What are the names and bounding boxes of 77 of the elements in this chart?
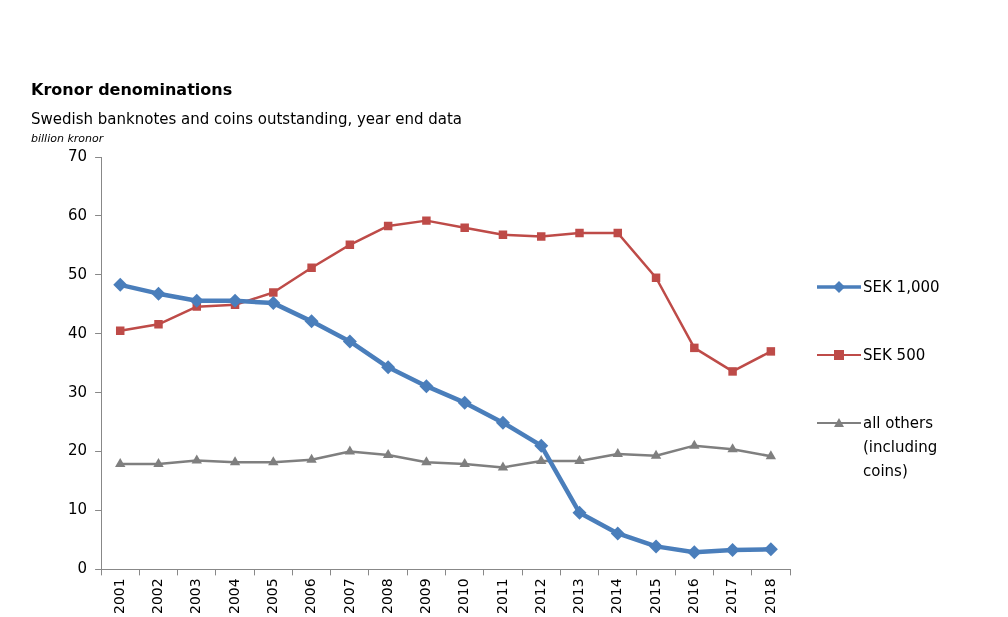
- point: [421, 456, 432, 466]
- y-axis-title: billion kronor: [31, 132, 104, 145]
- point: [572, 505, 587, 520]
- point: [306, 453, 317, 463]
- chart-title: Kronor denominations: [31, 80, 233, 99]
- point: [115, 457, 126, 467]
- point: [268, 456, 279, 466]
- point: [574, 454, 585, 464]
- point: [575, 228, 584, 238]
- y-tick-label: 40: [67, 323, 88, 342]
- x-tick-label: 2013: [570, 578, 587, 615]
- x-tick-label: 2015: [646, 578, 663, 615]
- x-tick-label: 2018: [761, 578, 778, 615]
- x-tick-label: 2004: [225, 578, 242, 615]
- point: [269, 288, 278, 297]
- x-tick-label: 2014: [608, 578, 625, 615]
- x-tick-label: 2012: [531, 578, 548, 615]
- point: [307, 263, 316, 272]
- point: [382, 449, 394, 459]
- point: [151, 286, 166, 301]
- x-tick-label: 2011: [493, 578, 510, 615]
- point: [766, 347, 776, 356]
- point: [342, 334, 357, 349]
- x-tick-label: 2017: [723, 578, 740, 615]
- point: [154, 320, 163, 329]
- point: [765, 450, 777, 460]
- point: [497, 461, 509, 471]
- x-tick-label: 2007: [340, 578, 357, 615]
- point: [689, 439, 700, 449]
- x-tick-label: 2002: [149, 578, 166, 615]
- x-tick-label: 2016: [684, 578, 701, 615]
- point: [536, 454, 547, 464]
- point: [419, 379, 434, 394]
- x-tick-label: 2008: [378, 578, 395, 615]
- point: [727, 443, 738, 453]
- point: [649, 539, 664, 554]
- point: [610, 526, 625, 541]
- point: [763, 542, 778, 557]
- point: [687, 545, 702, 560]
- point: [344, 445, 356, 455]
- y-tick-label: 20: [67, 441, 88, 460]
- x-tick-label: 2010: [455, 578, 472, 615]
- point: [495, 415, 510, 430]
- point: [153, 457, 164, 467]
- point: [459, 457, 470, 467]
- legend-label: SEK 500: [863, 345, 927, 366]
- point: [266, 296, 281, 311]
- y-tick-label: 60: [67, 205, 88, 224]
- point: [690, 343, 699, 353]
- y-tick-label: 0: [77, 559, 88, 578]
- y-tick-label: 10: [67, 500, 88, 519]
- point: [536, 232, 546, 241]
- point: [728, 367, 737, 376]
- point: [612, 447, 623, 457]
- legend-label: SEK 1,000: [863, 277, 941, 298]
- x-tick-label: 2006: [302, 578, 319, 615]
- x-tick-label: 2009: [417, 578, 434, 615]
- point: [229, 456, 241, 466]
- point: [422, 216, 431, 225]
- point: [650, 449, 662, 459]
- y-tick-label: 30: [67, 382, 88, 401]
- point: [534, 438, 549, 453]
- point: [304, 314, 319, 329]
- chart-subtitle: Swedish banknotes and coins outstanding, year end data: [31, 110, 463, 128]
- point: [113, 277, 128, 292]
- x-tick-label: 2003: [187, 578, 204, 615]
- point: [457, 395, 472, 410]
- point: [228, 293, 243, 308]
- x-tick-label: 2001: [110, 578, 127, 615]
- y-tick-label: 50: [67, 264, 88, 283]
- legend-label: all others (including coins): [863, 413, 939, 482]
- point: [725, 542, 740, 557]
- point: [381, 360, 396, 375]
- x-tick-label: 2005: [263, 578, 280, 615]
- point: [460, 223, 469, 232]
- y-tick-label: 70: [67, 146, 88, 165]
- point: [189, 293, 204, 308]
